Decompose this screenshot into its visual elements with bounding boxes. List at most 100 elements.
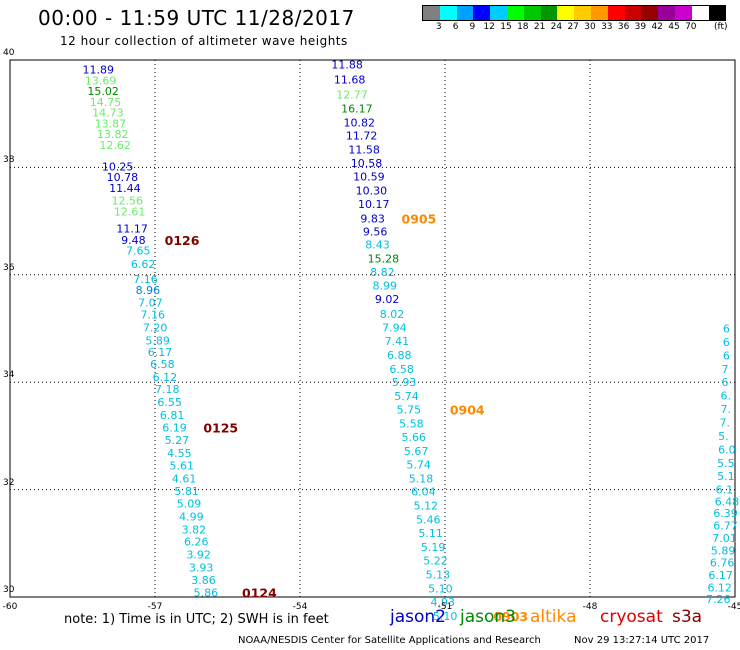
- wave-height-value: 6.19: [162, 421, 187, 434]
- legend-swatch: [574, 6, 591, 20]
- credit-text: NOAA/NESDIS Center for Satellite Applica…: [238, 635, 541, 646]
- legend-swatch: [708, 6, 726, 20]
- x-tick-label: -57: [147, 602, 163, 612]
- wave-height-value: 5.66: [402, 431, 427, 444]
- legend-tick-label: 15: [500, 22, 512, 32]
- wave-height-value: 13.87: [95, 117, 127, 130]
- wave-height-value: 4.99: [179, 510, 204, 523]
- wave-height-value: 8.82: [370, 266, 395, 279]
- wave-height-value: 13.82: [97, 128, 129, 141]
- legend-tick-label: 21: [533, 22, 546, 32]
- wave-height-value: 11.68: [334, 73, 366, 86]
- wave-height-value: 9.48: [121, 234, 145, 247]
- wave-height-value: 14.75: [90, 96, 122, 109]
- wave-height-value: 11.44: [109, 182, 141, 195]
- legend-swatch: [439, 6, 457, 20]
- wave-height-value: 7.65: [126, 245, 151, 258]
- wave-height-value: 5.22: [423, 554, 448, 567]
- legend-swatch: [473, 6, 491, 20]
- legend-tick-label: 45: [668, 22, 680, 32]
- satellite-legend-jason3: jason3: [460, 607, 516, 627]
- wave-height-value: 10.17: [358, 198, 390, 211]
- wave-height-value: 9.83: [360, 212, 385, 225]
- wave-height-value: 6.88: [387, 349, 412, 362]
- wave-height-value: 7: [721, 363, 728, 376]
- wave-height-value: 4.93: [431, 596, 456, 609]
- map-title: 00:00 - 11:59 UTC 11/28/2017: [38, 6, 355, 30]
- legend-swatch: [658, 6, 675, 20]
- wave-height-value: 10.25: [102, 160, 134, 173]
- legend-tick-label: 33: [601, 22, 613, 32]
- wave-height-value: 5.58: [399, 418, 424, 431]
- wave-height-value: 4.61: [172, 472, 197, 485]
- wave-height-value: 3.92: [186, 549, 211, 562]
- wave-height-value: 5.13: [426, 568, 451, 581]
- wave-height-value: 7.94: [382, 321, 407, 334]
- legend-tick-label: 30: [584, 22, 596, 32]
- satellite-legend-jason2: jason2: [390, 607, 446, 627]
- wave-height-value: 7.16: [141, 309, 166, 322]
- wave-height-value: 5.5: [717, 457, 735, 470]
- y-tick-label: 30: [3, 585, 15, 595]
- wave-height-value: 10.78: [107, 171, 138, 184]
- wave-height-value: 12.77: [336, 88, 368, 101]
- wave-height-value: 3.86: [191, 574, 216, 587]
- wave-height-value: 12.61: [114, 205, 145, 218]
- wave-height-value: 6.62: [131, 258, 156, 271]
- wave-height-value: 12.56: [112, 195, 144, 208]
- wave-height-value: 5.89: [711, 544, 736, 557]
- wave-height-value: 5.89: [145, 334, 170, 347]
- wave-height-value: 5.81: [174, 485, 199, 498]
- wave-height-value: 6.58: [389, 363, 414, 376]
- wave-height-value: 5.18: [409, 472, 434, 485]
- wave-height-value: 5.27: [165, 434, 190, 447]
- x-tick-label: -48: [582, 602, 598, 612]
- wave-height-value: 5.10: [433, 610, 458, 623]
- wave-height-value: 7.16: [133, 273, 158, 286]
- wave-height-value: 10.30: [356, 184, 388, 197]
- legend-tick-label: 42: [651, 22, 663, 32]
- wave-height-value: 11.17: [116, 223, 148, 236]
- wave-height-value: 7.01: [712, 532, 737, 545]
- wave-height-value: 6.81: [160, 409, 185, 422]
- wave-height-value: 6.55: [157, 396, 182, 409]
- legend-tick-label: 70: [685, 22, 697, 32]
- wave-height-value: 6: [723, 349, 730, 362]
- wave-height-value: 5.93: [392, 376, 417, 389]
- wave-height-value: 10.58: [351, 157, 383, 170]
- legend-tick-label: 36: [617, 22, 630, 32]
- wave-height-value: 6.0: [718, 443, 736, 456]
- wave-height-value: 5.74: [394, 390, 419, 403]
- x-tick-label: -54: [292, 602, 308, 612]
- wave-height-value: 9.02: [375, 293, 400, 306]
- wave-height-value: 6.17: [148, 346, 173, 359]
- pass-time-label: 0125: [203, 420, 238, 435]
- wave-height-value: 12.62: [99, 139, 130, 152]
- y-tick-label: 32: [3, 477, 15, 488]
- generated-timestamp: Nov 29 13:27:14 UTC 2017: [574, 635, 710, 646]
- wave-height-value: 6.04: [411, 486, 436, 499]
- legend-tick-label: 3: [435, 22, 442, 32]
- wave-height-value: 5.46: [416, 514, 441, 527]
- legend-swatch: [674, 6, 692, 20]
- color-scale-unit: (ft): [714, 22, 728, 32]
- wave-height-value: 11.72: [346, 130, 378, 143]
- legend-tick-label: 27: [567, 22, 579, 32]
- wave-height-value: 6.48: [715, 495, 740, 508]
- wave-height-value: 5.19: [421, 541, 446, 554]
- wave-height-value: 5.61: [170, 459, 195, 472]
- y-tick-label: 36: [3, 262, 15, 273]
- wave-height-value: 6: [721, 376, 728, 389]
- wave-height-value: 5.10: [428, 582, 453, 595]
- legend-swatch: [557, 6, 575, 20]
- x-tick-label: -51: [437, 602, 453, 612]
- wave-height-value: 6.12: [707, 581, 732, 594]
- satellite-legend-cryosat: cryosat: [600, 607, 663, 627]
- legend-tick-label: 12: [483, 22, 495, 32]
- wave-height-value: 5.09: [177, 498, 202, 511]
- wave-height-value: 6: [723, 323, 730, 336]
- pass-time-label: 0903: [493, 609, 528, 624]
- y-tick-label: 38: [3, 155, 15, 166]
- legend-swatch: [641, 6, 659, 20]
